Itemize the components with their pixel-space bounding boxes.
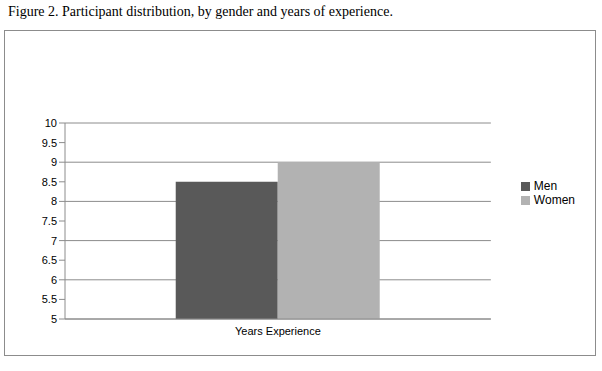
svg-text:Years Experience: Years Experience — [235, 325, 321, 337]
svg-text:6: 6 — [51, 274, 57, 286]
svg-text:9.5: 9.5 — [42, 137, 57, 149]
svg-text:8.5: 8.5 — [42, 176, 57, 188]
svg-text:6.5: 6.5 — [42, 254, 57, 266]
svg-text:7.5: 7.5 — [42, 215, 57, 227]
svg-text:10: 10 — [45, 117, 57, 129]
svg-text:5.5: 5.5 — [42, 293, 57, 305]
html-text:Women: Women — [533, 193, 575, 207]
html-text:Men: Men — [533, 179, 558, 193]
svg-text:9: 9 — [51, 156, 57, 168]
html-text:Figure 2. Participant distribu: Figure 2. Participant distribution, by g… — [8, 4, 393, 19]
svg-text:5: 5 — [51, 313, 57, 325]
svg-text:8: 8 — [51, 195, 57, 207]
svg-text:7: 7 — [51, 235, 57, 247]
